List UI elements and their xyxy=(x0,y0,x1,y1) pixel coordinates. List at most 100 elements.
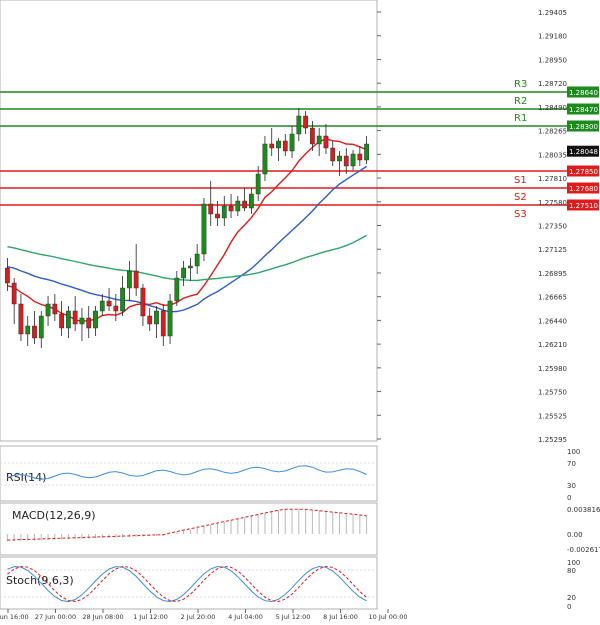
candle-body xyxy=(303,115,308,129)
price-tick-label: 1.25980 xyxy=(538,365,567,373)
level-price-tags: 1.28640 1.28470 1.28300 1.27850 1.27680 1.275… xyxy=(567,86,599,211)
candle-body xyxy=(194,253,200,267)
time-tick-label: 8 Jul 16:00 xyxy=(323,613,358,621)
price-tick-label: 1.27580 xyxy=(538,199,567,207)
current-price-tag xyxy=(567,145,599,157)
level-price-tag-text: 1.27510 xyxy=(569,202,598,210)
candle-body xyxy=(282,140,288,152)
stoch-label: Stoch(9,6,3) xyxy=(6,574,74,587)
candle-body xyxy=(276,140,281,149)
candle-body xyxy=(215,213,220,219)
candle-body xyxy=(269,143,275,149)
candle-body xyxy=(350,153,356,167)
candle-body xyxy=(5,267,10,284)
candle-body xyxy=(167,300,173,337)
time-tick-label: 10 Jul 00:00 xyxy=(369,613,408,621)
candle-body xyxy=(160,310,166,337)
time-tick-label: 5 Jul 12:00 xyxy=(276,613,311,621)
level-price-tag xyxy=(567,165,599,177)
candle-body xyxy=(120,287,125,312)
level-name-s1: S1 xyxy=(514,175,527,186)
candle-body xyxy=(133,270,139,289)
candle-body xyxy=(249,193,254,209)
macd-tick-label: 0.00 xyxy=(567,531,583,539)
price-tick-label: 1.26895 xyxy=(538,270,567,278)
level-price-tag xyxy=(567,103,599,115)
price-tick-label: 1.28950 xyxy=(538,56,567,64)
candle-body xyxy=(188,265,193,269)
level-name-r1: R1 xyxy=(514,113,527,124)
level-price-tag-text: 1.28470 xyxy=(569,106,598,114)
candlesticks xyxy=(5,108,369,348)
rsi-label: RSI(14) xyxy=(6,471,46,484)
price-tick-label: 1.25525 xyxy=(538,412,567,420)
price-tick-label: 1.27810 xyxy=(538,175,567,183)
candle-body xyxy=(343,155,349,167)
macd-panel: MACD(12,26,9) 0.003816 0.00 -0.002617 xyxy=(0,502,600,556)
rsi-tick-label: 70 xyxy=(567,460,576,468)
stoch-d-line xyxy=(7,565,367,603)
stoch-tick-label: 0 xyxy=(567,603,571,611)
candle-body xyxy=(25,325,31,335)
price-tick-label: 1.27125 xyxy=(538,246,567,254)
ma-slow-line xyxy=(7,234,367,282)
candle-body xyxy=(11,282,17,305)
candle-body xyxy=(330,147,336,162)
candle-body xyxy=(38,315,44,339)
candle-body xyxy=(93,310,98,329)
price-tick-label: 1.26665 xyxy=(538,294,567,302)
price-tick-label: 1.25295 xyxy=(538,436,567,444)
candle-body xyxy=(59,313,64,329)
time-tick-label: 28 Jun 08:00 xyxy=(82,613,123,621)
candle-body xyxy=(154,310,159,325)
macd-label: MACD(12,26,9) xyxy=(12,509,96,522)
time-tick-label: 4 Jul 04:00 xyxy=(228,613,263,621)
rsi-panel-frame xyxy=(0,445,378,502)
level-price-tag-text: 1.27850 xyxy=(569,168,598,176)
stoch-k-line xyxy=(7,565,367,603)
macd-tick-label: 0.003816 xyxy=(567,506,600,514)
candle-body xyxy=(201,203,207,255)
rsi-panel: RSI(14) 100 70 30 0 xyxy=(0,445,580,502)
price-tick-label: 1.28720 xyxy=(538,80,567,88)
price-tick-label: 1.25750 xyxy=(538,389,567,397)
candle-body xyxy=(147,315,153,325)
rsi-tick-label: 0 xyxy=(567,494,571,502)
level-price-tag xyxy=(567,86,599,98)
level-price-tag xyxy=(567,120,599,132)
level-name-s2: S2 xyxy=(514,192,527,203)
candle-body xyxy=(99,300,105,312)
level-name-r3: R3 xyxy=(514,79,527,90)
candle-body xyxy=(45,303,51,317)
candle-body xyxy=(127,270,132,289)
price-tick-label: 1.29405 xyxy=(538,9,567,17)
candle-body xyxy=(228,205,234,212)
level-price-tag-text: 1.27680 xyxy=(569,185,598,193)
time-tick-label: 2 Jul 20:00 xyxy=(181,613,216,621)
candle-body xyxy=(72,310,78,325)
candle-body xyxy=(106,300,112,307)
level-price-tag-text: 1.28640 xyxy=(569,89,598,97)
stoch-tick-label: 80 xyxy=(567,567,576,575)
price-panel: R3 R2 R1 S1 S2 S3 xyxy=(0,0,568,442)
candle-body xyxy=(289,133,295,152)
price-tick-label: 1.28265 xyxy=(538,128,567,136)
candle-body xyxy=(208,203,214,215)
candle-body xyxy=(255,173,261,195)
stoch-tick-label: 20 xyxy=(567,594,576,602)
level-price-tag-text: 1.28300 xyxy=(569,123,598,131)
rsi-tick-label: 100 xyxy=(567,448,580,456)
candle-body xyxy=(66,310,71,329)
candle-body xyxy=(364,143,369,161)
price-tick-label: 1.26440 xyxy=(538,317,567,325)
candle-body xyxy=(221,205,227,219)
price-tick-label: 1.29180 xyxy=(538,33,567,41)
price-tick-label: 1.28035 xyxy=(538,151,567,159)
candle-body xyxy=(357,153,363,161)
candle-body xyxy=(52,303,58,315)
time-axis: 26 Jun 16:00 27 Jun 00:00 28 Jun 08:00 1 Ju… xyxy=(0,609,407,621)
time-tick-label: 1 Jul 12:00 xyxy=(133,613,168,621)
macd-tick-label: -0.002617 xyxy=(567,546,600,554)
